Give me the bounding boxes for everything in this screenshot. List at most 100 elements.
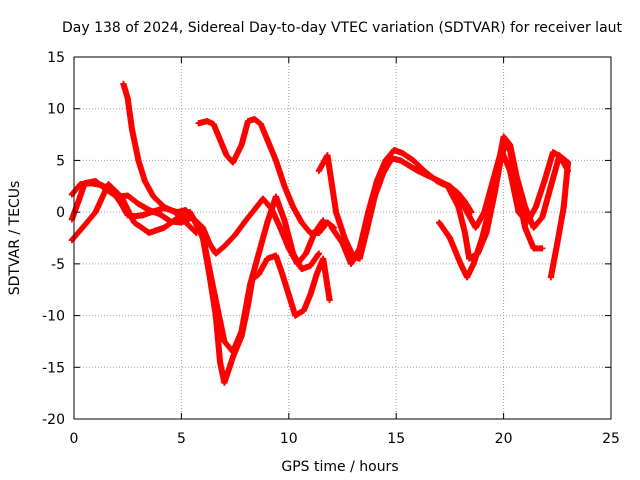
data-point xyxy=(341,235,348,241)
data-point xyxy=(253,203,260,210)
data-point xyxy=(221,243,228,250)
chart-title: Day 138 of 2024, Sidereal Day-to-day VTE… xyxy=(62,20,623,36)
data-point xyxy=(128,126,135,133)
data-point xyxy=(333,209,340,216)
y-tick-label: -15 xyxy=(42,360,65,376)
data-point xyxy=(131,219,138,226)
data-point xyxy=(513,172,520,179)
data-point xyxy=(464,209,471,216)
x-tick-label: 0 xyxy=(70,431,79,447)
data-point xyxy=(382,157,389,164)
data-point xyxy=(498,147,505,154)
data-point xyxy=(272,157,279,164)
data-point xyxy=(313,271,320,278)
data-point xyxy=(298,219,305,226)
series-markers xyxy=(68,181,322,355)
x-tick-label: 10 xyxy=(280,431,298,447)
data-point xyxy=(186,209,193,216)
data-point xyxy=(247,281,254,288)
data-point xyxy=(461,229,468,236)
data-point xyxy=(232,231,239,238)
data-point xyxy=(307,291,314,298)
data-point xyxy=(238,328,245,335)
data-point xyxy=(135,157,142,164)
y-axis-title: SDTVAR / TECUs xyxy=(7,181,23,296)
data-point xyxy=(182,219,189,226)
x-tick-label: 20 xyxy=(495,431,513,447)
data-point xyxy=(281,217,288,224)
data-point xyxy=(255,250,262,257)
data-point xyxy=(223,152,230,159)
data-point xyxy=(135,200,142,207)
data-point xyxy=(221,338,228,345)
data-point xyxy=(281,183,288,190)
x-tick-label: 25 xyxy=(602,431,620,447)
data-point xyxy=(315,229,322,236)
data-point xyxy=(300,307,307,314)
data-point xyxy=(277,224,284,231)
data-point xyxy=(554,240,561,247)
data-point xyxy=(356,255,363,262)
data-point xyxy=(365,209,372,216)
data-point xyxy=(421,167,428,174)
data-point xyxy=(466,255,473,262)
data-point xyxy=(455,203,462,210)
data-point xyxy=(212,250,219,257)
data-point xyxy=(532,203,539,210)
data-point xyxy=(406,162,413,169)
data-point xyxy=(315,250,322,257)
data-point xyxy=(457,260,464,267)
data-point xyxy=(373,178,380,185)
data-point xyxy=(470,260,477,267)
data-point xyxy=(399,150,406,157)
data-point xyxy=(229,348,236,355)
data-point xyxy=(515,209,522,216)
plot-frame xyxy=(73,56,612,420)
data-point xyxy=(453,188,460,195)
data-point xyxy=(541,178,548,185)
data-point xyxy=(290,203,297,210)
data-point xyxy=(481,209,488,216)
data-point xyxy=(547,274,554,281)
y-tick-label: 10 xyxy=(47,102,65,118)
data-point xyxy=(105,181,112,188)
data-point xyxy=(264,219,271,226)
data-point xyxy=(229,159,236,166)
data-point xyxy=(217,359,224,366)
data-point xyxy=(326,297,333,304)
series-trace-e xyxy=(195,116,337,236)
data-point xyxy=(221,379,228,386)
y-tick-label: -20 xyxy=(42,412,65,428)
data-point xyxy=(539,214,546,221)
data-point xyxy=(397,157,404,164)
data-point xyxy=(260,195,267,202)
data-point xyxy=(320,217,327,224)
data-point xyxy=(530,245,537,252)
data-point xyxy=(320,255,327,262)
data-point xyxy=(150,193,157,200)
data-point xyxy=(307,262,314,269)
series-trace-i xyxy=(453,147,572,281)
data-point xyxy=(272,252,279,259)
data-point xyxy=(272,193,279,200)
data-point xyxy=(391,147,398,154)
data-point xyxy=(489,178,496,185)
data-points xyxy=(68,80,572,386)
data-point xyxy=(161,203,168,210)
data-point xyxy=(530,224,537,231)
data-point xyxy=(560,203,567,210)
data-point xyxy=(98,182,105,189)
series-trace-d xyxy=(120,80,200,236)
data-point xyxy=(565,159,572,166)
y-tick-label: 15 xyxy=(47,50,65,66)
data-point xyxy=(161,224,168,231)
data-point xyxy=(444,183,451,190)
x-axis-title: GPS time / hours xyxy=(281,459,398,475)
data-point xyxy=(479,235,486,241)
data-point xyxy=(307,229,314,236)
data-point xyxy=(217,136,224,143)
data-point xyxy=(292,312,299,319)
data-point xyxy=(139,212,146,219)
data-point xyxy=(210,121,217,128)
data-point xyxy=(302,250,309,257)
